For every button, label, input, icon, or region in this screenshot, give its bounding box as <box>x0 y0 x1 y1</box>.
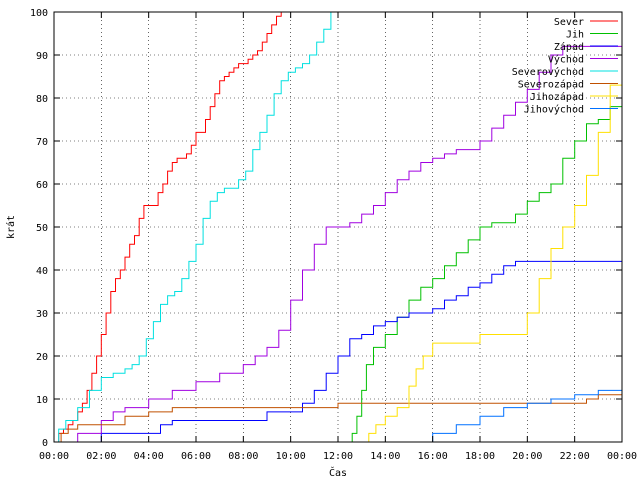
y-tick-label: 100 <box>30 8 48 19</box>
y-tick-label: 20 <box>36 352 48 363</box>
series-line-4 <box>54 45 622 443</box>
y-tick-label: 60 <box>36 180 48 191</box>
x-tick-label: 04:00 <box>134 451 164 462</box>
legend: Sever JihZápadVýchodSeverovýchodSeverozáp… <box>512 17 618 116</box>
x-tick-label: 02:00 <box>86 451 116 462</box>
series-lines <box>54 12 623 443</box>
legend-label: Západ <box>554 41 584 53</box>
series-line-3 <box>54 260 622 443</box>
legend-label: Jihozápad <box>530 91 584 103</box>
legend-label: Severovýchod <box>512 66 584 78</box>
x-tick-label: 08:00 <box>228 451 258 462</box>
x-tick-label: 20:00 <box>512 451 542 462</box>
y-tick-label: 90 <box>36 51 48 62</box>
tick-labels: 0 10 20 30 40 50 60 70 80 90 100 00:00 02:00 04:00 06:… <box>30 8 637 462</box>
x-tick-label: 14:00 <box>370 451 400 462</box>
x-tick-label: 22:00 <box>560 451 590 462</box>
legend-label: Jihovýchod <box>524 104 584 116</box>
series-line-5 <box>54 12 332 443</box>
y-axis-label: krát <box>5 215 17 239</box>
series-line-8 <box>54 377 623 443</box>
y-tick-label: 50 <box>36 223 48 234</box>
y-tick-label: 30 <box>36 309 48 320</box>
x-tick-label: 00:00 <box>39 451 69 462</box>
y-tick-label: 70 <box>36 137 48 148</box>
series-line-7 <box>54 12 623 443</box>
x-tick-label: 12:00 <box>323 451 353 462</box>
y-tick-label: 0 <box>42 438 48 449</box>
legend-label: Východ <box>548 54 584 66</box>
legend-label: Sever <box>554 17 584 28</box>
series-line-6 <box>54 394 622 443</box>
x-tick-label: 18:00 <box>465 451 495 462</box>
x-tick-label: 10:00 <box>276 451 306 462</box>
axis-ticks <box>53 11 623 443</box>
y-tick-label: 40 <box>36 266 48 277</box>
series-line-2 <box>54 80 623 443</box>
legend-label: Severozápad <box>518 79 584 91</box>
x-tick-label: 06:00 <box>181 451 211 462</box>
y-tick-label: 80 <box>36 94 48 105</box>
y-tick-label: 10 <box>36 395 48 406</box>
series-line-1 <box>54 12 282 443</box>
x-tick-label: 00:00 <box>607 451 637 462</box>
x-axis-label: Čas <box>329 466 347 479</box>
legend-label: Jih <box>566 30 584 41</box>
x-tick-label: 16:00 <box>418 451 448 462</box>
